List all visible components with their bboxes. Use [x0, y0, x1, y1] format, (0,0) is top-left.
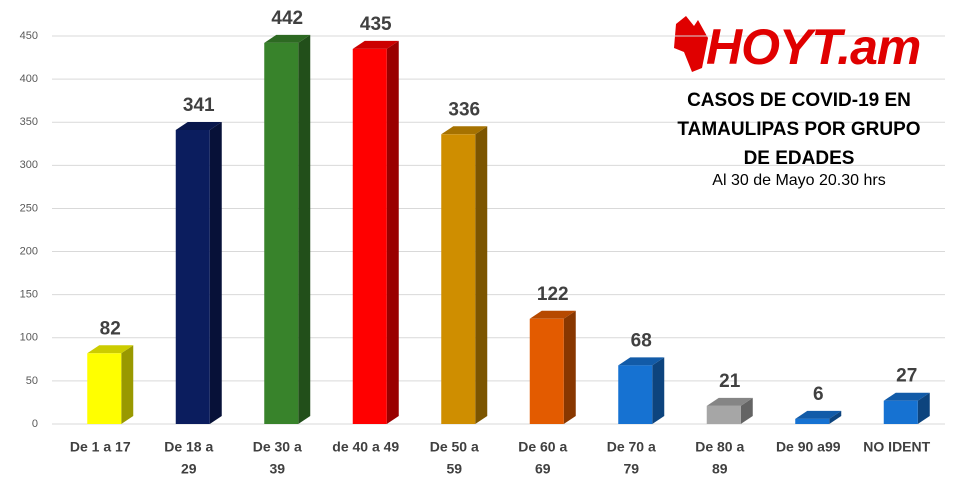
value-label: 21	[719, 371, 741, 392]
bar	[706, 405, 741, 424]
bar-top	[264, 34, 311, 43]
y-tick-label: 100	[20, 332, 38, 344]
bar	[264, 42, 299, 425]
y-tick-label: 450	[20, 30, 38, 42]
x-tick-label: 59	[446, 461, 462, 477]
y-tick-label: 400	[20, 73, 38, 85]
x-tick-label: De 60 a	[518, 439, 567, 455]
bar-side	[917, 392, 930, 424]
bar	[441, 134, 476, 424]
value-label: 442	[271, 8, 303, 29]
bar-side	[386, 40, 399, 424]
logo-icon	[674, 16, 708, 72]
bar	[795, 418, 830, 424]
x-tick-label: 29	[181, 461, 197, 477]
bar-side	[829, 410, 842, 424]
bar-top	[441, 126, 488, 135]
bar-side	[298, 34, 311, 425]
value-label: 435	[360, 14, 392, 35]
x-tick-label: NO IDENT	[863, 439, 930, 455]
bar-side	[652, 357, 665, 424]
bar-side	[740, 397, 753, 424]
x-tick-label: De 80 a	[695, 439, 744, 455]
y-tick-label: 50	[26, 375, 38, 387]
value-label: 122	[537, 284, 569, 305]
bar-side	[475, 126, 488, 424]
logo: HOYT.am	[706, 19, 921, 75]
x-tick-label: 69	[535, 461, 551, 477]
bar-top	[795, 410, 842, 419]
bar-top	[706, 397, 753, 406]
x-tick-label: de 40 a 49	[332, 439, 399, 455]
bar	[529, 318, 564, 424]
bar	[883, 400, 918, 424]
y-tick-label: 250	[20, 202, 38, 214]
x-tick-label: De 70 a	[607, 439, 656, 455]
chart-title: CASOS DE COVID-19 EN TAMAULIPAS POR GRUP…	[677, 90, 921, 169]
x-tick-label: 79	[623, 461, 639, 477]
x-tick-label: De 30 a	[253, 439, 302, 455]
bar	[87, 353, 122, 424]
bar-top	[529, 310, 576, 319]
bar-top	[352, 40, 399, 49]
bar-top	[175, 121, 222, 130]
value-label: 68	[631, 330, 652, 351]
bar-top	[618, 357, 665, 366]
value-label: 27	[896, 366, 917, 387]
chart-subtitle: Al 30 de Mayo 20.30 hrs	[712, 172, 886, 189]
y-tick-label: 350	[20, 116, 38, 128]
value-label: 341	[183, 95, 215, 116]
value-label: 336	[448, 99, 480, 120]
bar	[352, 48, 387, 424]
x-tick-label: 89	[712, 461, 728, 477]
bar	[618, 365, 653, 424]
y-tick-label: 0	[32, 418, 38, 430]
bar-side	[563, 310, 576, 424]
x-tick-label: De 1 a 17	[70, 439, 131, 455]
bar-side	[121, 345, 134, 424]
y-tick-label: 150	[20, 289, 38, 301]
value-label: 6	[813, 384, 824, 405]
x-tick-label: De 18 a	[164, 439, 213, 455]
bar-top	[883, 392, 930, 401]
y-tick-label: 300	[20, 159, 38, 171]
bar-side	[209, 121, 222, 424]
x-tick-label: De 50 a	[430, 439, 479, 455]
bar-top	[87, 345, 134, 354]
value-label: 82	[100, 318, 121, 339]
x-tick-label: De 90 a99	[776, 439, 841, 455]
y-tick-label: 200	[20, 245, 38, 257]
x-tick-label: 39	[269, 461, 285, 477]
bar	[175, 129, 210, 424]
